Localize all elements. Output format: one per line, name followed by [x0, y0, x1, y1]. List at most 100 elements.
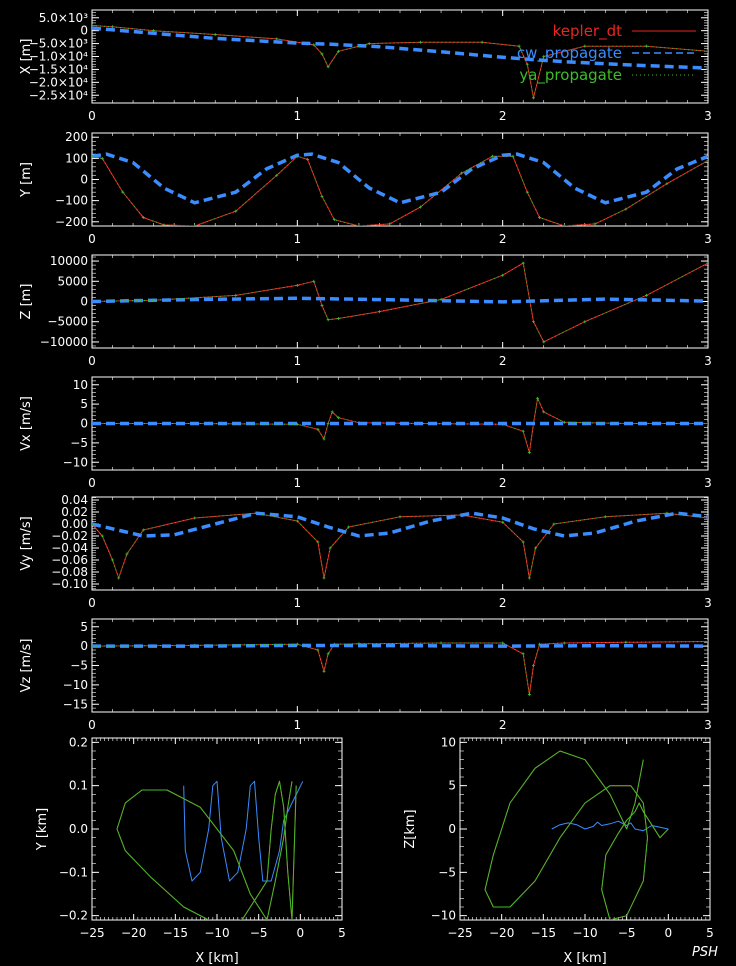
x-tick-label: 5 — [338, 926, 346, 940]
series-line-cw_propagate — [92, 296, 708, 304]
y-tick-label: 0.02 — [61, 505, 88, 519]
y-tick-label: −10000 — [40, 335, 88, 349]
legend-label-cw_propagate: cw_propagate — [517, 44, 622, 63]
x-tick-label: 1 — [294, 476, 302, 490]
x-tick-label: 1 — [294, 596, 302, 610]
data-point — [121, 190, 125, 194]
y-tick-label: −10 — [431, 909, 456, 923]
y-tick-label: 0 — [80, 417, 88, 431]
data-point — [125, 552, 129, 556]
x-tick-label: −20 — [121, 926, 146, 940]
panel-vx: 0 1 2 3 10 5 0 −5 −10 Vx [m/s] — [19, 376, 712, 490]
y-tick-label: 0.00 — [61, 517, 88, 531]
y-axis-label: Z[km] — [403, 809, 418, 848]
series-group — [92, 24, 708, 100]
y-tick-label: −1.0×10⁴ — [29, 50, 88, 64]
series-line-cw_propagate — [183, 780, 304, 882]
x-tick-label: −20 — [489, 926, 514, 940]
data-point — [542, 55, 546, 58]
x-tick-label: 2 — [499, 354, 507, 368]
data-point — [316, 427, 320, 431]
data-point — [336, 416, 340, 420]
x-tick-label: 0 — [88, 596, 96, 610]
x-tick-label: 0 — [88, 232, 96, 246]
x-tick-label: 3 — [704, 476, 712, 490]
x-tick-label: 1 — [294, 109, 302, 123]
data-point — [312, 43, 316, 47]
data-point — [234, 209, 238, 213]
y-tick-label: 5 — [80, 397, 88, 411]
data-point — [332, 218, 336, 222]
y-tick-label: −5000 — [47, 315, 88, 329]
x-tick-label: 3 — [704, 718, 712, 732]
y-tick-label: −1.5×10⁴ — [29, 62, 88, 76]
data-point — [295, 283, 299, 287]
x-axis-label: X [km] — [563, 951, 606, 966]
x-tick-label: 2 — [499, 476, 507, 490]
series-line-ya_propagate — [92, 512, 708, 579]
data-point — [295, 519, 299, 523]
series-group — [92, 511, 708, 580]
data-point — [336, 316, 340, 320]
legend-label-kepler_dt: kepler_dt — [553, 22, 622, 41]
x-tick-label: 3 — [704, 109, 712, 123]
y-tick-label: −0.06 — [51, 553, 88, 567]
y-tick-label: 5 — [448, 779, 456, 793]
data-point — [706, 49, 708, 53]
data-point — [316, 648, 320, 652]
data-point — [326, 652, 330, 656]
series-line-ya_propagate — [92, 155, 708, 226]
y-axis-label: X [m] — [19, 39, 34, 75]
x-tick-label: −15 — [163, 926, 188, 940]
data-point — [141, 216, 145, 220]
x-tick-label: 5 — [706, 926, 714, 940]
panel-x: 0 1 2 35.0×10³0−5.0×10³−1.0×10⁴−1.5×10⁴−2.0… — [19, 9, 712, 123]
y-tick-label: 0.1 — [69, 779, 88, 793]
series-line-cw_propagate — [92, 643, 708, 648]
data-point — [538, 642, 542, 646]
data-point — [357, 224, 361, 226]
data-point — [706, 158, 708, 162]
data-point — [460, 171, 464, 175]
data-point — [326, 422, 330, 425]
y-tick-label: −2.0×10⁴ — [29, 75, 88, 89]
x-tick-label: 0 — [297, 926, 305, 940]
y-tick-label: −5 — [438, 865, 456, 879]
data-point — [330, 410, 334, 414]
data-point — [511, 154, 515, 158]
x-tick-label: 0 — [665, 926, 673, 940]
data-point — [706, 422, 708, 425]
x-tick-label: 2 — [499, 232, 507, 246]
panel-xz: −25 −20 −15 −10 −5 0 5 10 5 0 −5 −10 Z[km] X [km] — [403, 735, 714, 966]
x-tick-label: −5 — [250, 926, 268, 940]
x-tick-label: −15 — [531, 926, 556, 940]
legend-label-ya_propagate: ya_propagate — [519, 66, 622, 85]
data-point — [501, 520, 505, 524]
y-axis-label: Z [m] — [19, 284, 34, 320]
footer-mark: PSH — [692, 945, 718, 960]
y-axis-label: Y [m] — [19, 162, 34, 198]
data-point — [706, 639, 708, 643]
data-point — [275, 173, 279, 177]
legend: kepler_dt cw_propagate ya_propagate — [517, 22, 696, 85]
x-tick-label: 2 — [499, 718, 507, 732]
data-point — [501, 641, 505, 645]
y-tick-label: 0.2 — [69, 735, 88, 749]
x-tick-label: 1 — [294, 354, 302, 368]
x-tick-label: 2 — [499, 109, 507, 123]
series-line-cw_propagate — [92, 152, 708, 205]
x-tick-label: 0 — [88, 354, 96, 368]
panels: 0 1 2 35.0×10³0−5.0×10³−1.0×10⁴−1.5×10⁴−2.0… — [19, 9, 714, 966]
data-point — [320, 52, 324, 56]
x-tick-label: 0 — [88, 718, 96, 732]
data-point — [562, 224, 566, 226]
y-tick-label: 0 — [80, 295, 88, 309]
y-tick-label: −5 — [70, 659, 88, 673]
y-tick-label: 5 — [80, 620, 88, 634]
y-tick-label: −15 — [63, 697, 88, 711]
y-axis-label: Vz [m/s] — [19, 639, 34, 693]
x-tick-label: 3 — [704, 354, 712, 368]
y-tick-label: 5000 — [57, 274, 88, 288]
data-point — [193, 224, 197, 226]
